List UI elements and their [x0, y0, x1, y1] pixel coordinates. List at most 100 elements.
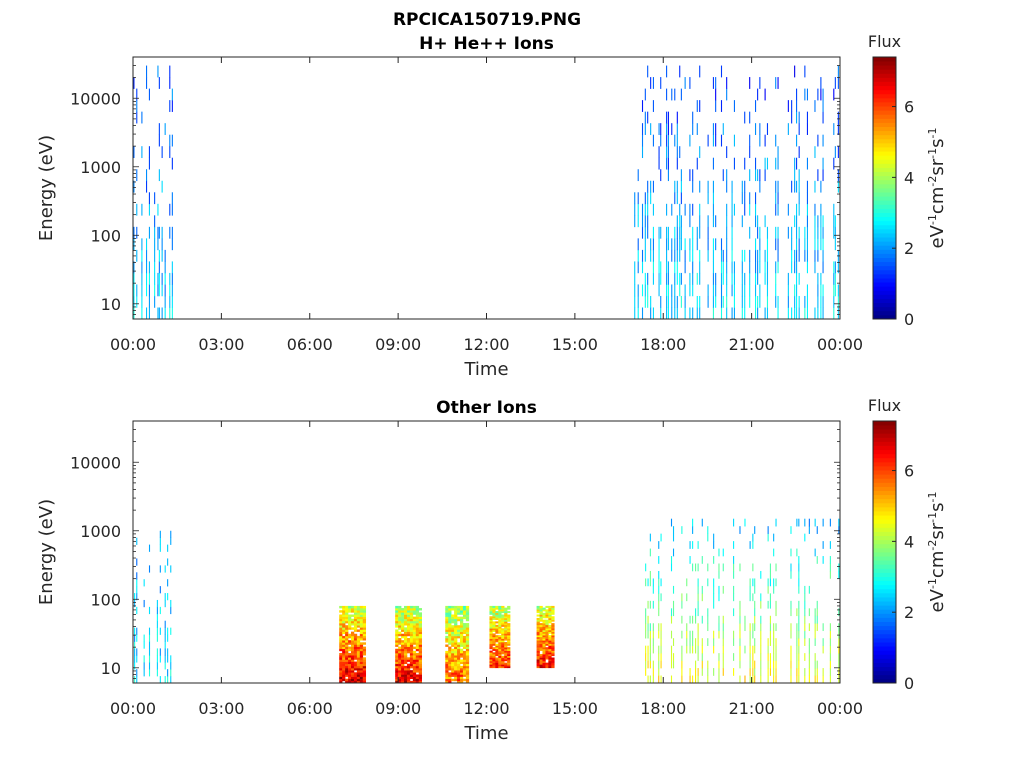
colorbar-segment [873, 106, 896, 111]
heatmap-cell [339, 623, 343, 626]
heatmap-cell [676, 215, 678, 228]
heatmap-cell [492, 666, 496, 669]
heatmap-cell [454, 650, 458, 654]
heatmap-cell [637, 284, 639, 297]
colorbar-segment [873, 282, 896, 287]
heatmap-cell [838, 630, 840, 639]
heatmap-cell [362, 648, 367, 652]
heatmap-cell [348, 614, 352, 617]
heatmap-cell [681, 653, 683, 661]
heatmap-cell [697, 585, 699, 594]
heatmap-cell [148, 565, 151, 573]
colorbar-segment [873, 278, 896, 283]
heatmap-cell [465, 659, 470, 662]
heatmap-cell [445, 659, 449, 662]
heatmap-cell [652, 77, 654, 89]
heatmap-cell [749, 593, 751, 602]
heatmap-cell [457, 668, 461, 671]
heatmap-cell [495, 611, 499, 614]
heatmap-cell [798, 585, 800, 594]
heatmap-cell [707, 578, 709, 587]
heatmap-cell [542, 640, 546, 643]
heatmap-cell [680, 88, 682, 101]
heatmap-cell [545, 629, 549, 633]
heatmap-cell [548, 607, 552, 610]
x-tick-label: 00:00 [110, 699, 156, 718]
heatmap-cell [822, 518, 824, 527]
heatmap-cell [542, 645, 546, 648]
heatmap-cell [680, 226, 682, 239]
heatmap-cell [829, 660, 831, 669]
colorbar-segment [873, 118, 896, 123]
heatmap-cell [820, 272, 822, 285]
heatmap-cell [658, 600, 660, 609]
heatmap-cell [398, 618, 402, 622]
heatmap-cell [645, 653, 647, 661]
heatmap-cell [507, 635, 511, 638]
heatmap-cell [159, 648, 161, 656]
heatmap-cell [790, 548, 792, 557]
heatmap-cell [798, 653, 800, 661]
heatmap-cell [501, 638, 505, 641]
heatmap-cell [707, 668, 709, 676]
heatmap-cell [454, 612, 458, 615]
heatmap-cell [489, 612, 493, 615]
heatmap-cell [495, 626, 499, 629]
heatmap-cell [804, 608, 806, 617]
heatmap-cell [536, 609, 540, 612]
heatmap-cell [814, 261, 816, 274]
heatmap-cell [658, 284, 660, 297]
heatmap-cell [692, 563, 694, 572]
heatmap-cell [551, 652, 555, 655]
heatmap-cell [492, 633, 496, 636]
heatmap-cell [681, 645, 683, 654]
heatmap-cell [816, 668, 818, 676]
heatmap-cell [489, 655, 493, 658]
heatmap-cell [660, 533, 662, 542]
heatmap-cell [692, 261, 694, 274]
heatmap-cell [645, 668, 647, 676]
heatmap-cell [666, 157, 668, 170]
heatmap-cell [833, 123, 835, 135]
heatmap-cell [415, 644, 420, 647]
heatmap-cell [501, 616, 505, 619]
heatmap-cell [395, 680, 399, 684]
heatmap-cell [759, 295, 761, 308]
heatmap-cell [359, 627, 364, 630]
heatmap-cell [348, 668, 352, 671]
heatmap-cell [171, 203, 173, 216]
heatmap-cell [759, 226, 761, 239]
colorbar-segment [873, 605, 896, 610]
heatmap-cell [699, 203, 701, 216]
heatmap-cell [689, 541, 691, 549]
heatmap-cell [692, 249, 694, 262]
heatmap-cell [412, 663, 417, 667]
heatmap-cell [536, 619, 540, 622]
heatmap-cell [161, 180, 163, 193]
heatmap-cell [164, 593, 166, 601]
heatmap-cell [148, 307, 150, 320]
colorbar-segment [873, 245, 896, 250]
colorbar-segment [873, 433, 896, 438]
heatmap-cell [689, 134, 691, 147]
heatmap-cell [401, 608, 405, 611]
heatmap-cell [720, 65, 723, 78]
y-tick-label: 10000 [70, 453, 121, 472]
heatmap-cell [454, 640, 458, 643]
heatmap-cell [660, 123, 662, 135]
heatmap-cell [492, 614, 496, 617]
heatmap-cell [755, 203, 757, 216]
heatmap-cell [345, 655, 349, 658]
heatmap-cell [733, 668, 735, 676]
heatmap-cell [445, 653, 449, 656]
heatmap-cell [459, 616, 464, 620]
heatmap-cell [507, 636, 511, 639]
heatmap-cell [448, 629, 452, 632]
heatmap-cell [760, 630, 762, 639]
heatmap-cell [712, 215, 714, 228]
heatmap-cell [356, 635, 361, 639]
heatmap-cell [339, 674, 343, 677]
heatmap-cell [465, 612, 470, 615]
heatmap-cell [650, 238, 652, 251]
heatmap-cell [715, 272, 717, 285]
